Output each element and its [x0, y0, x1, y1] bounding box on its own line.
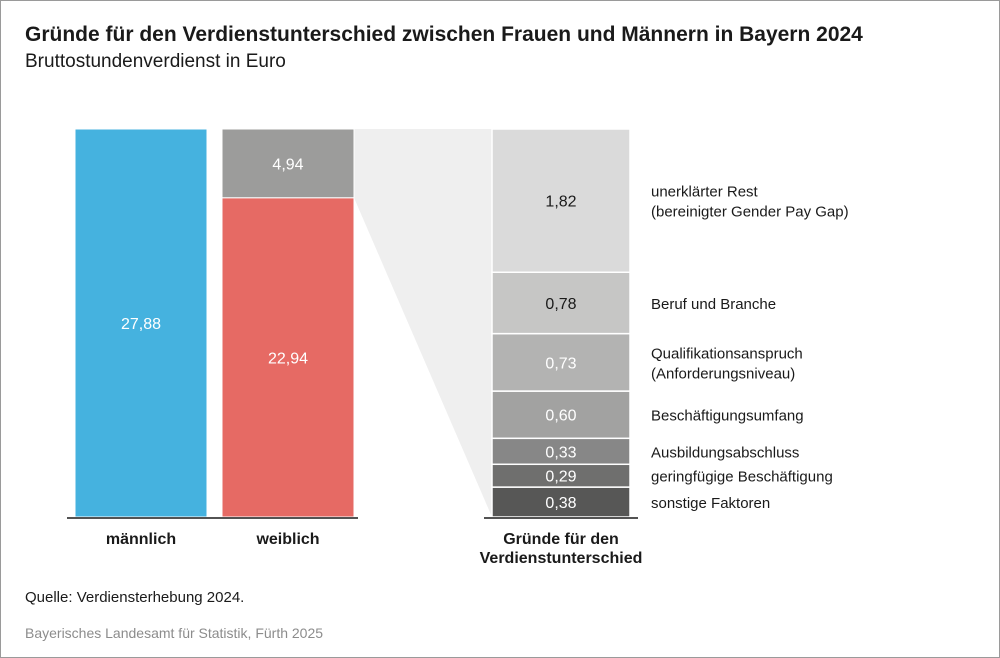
category-label: männlich: [106, 531, 176, 548]
breakdown-factor-label: Ausbildungsabschluss: [651, 444, 799, 461]
category-label: weiblich: [255, 531, 319, 548]
breakdown-value-label: 0,29: [545, 469, 576, 486]
breakdown-segment-5: [491, 271, 631, 335]
source-note: Quelle: Verdiensterhebung 2024.: [25, 589, 245, 606]
breakdown-factor-label: (bereinigter Gender Pay Gap): [651, 204, 849, 221]
breakdown-value-label: 0,33: [545, 444, 576, 461]
breakdown-value-label: 0,73: [545, 355, 576, 372]
breakdown-category-label: Verdienstunterschied: [480, 550, 643, 567]
breakdown-factor-label: Beruf und Branche: [651, 296, 776, 313]
bar-value-label: 4,94: [272, 156, 303, 173]
breakdown-value-label: 1,82: [545, 194, 576, 211]
breakdown-segment-4: [491, 332, 631, 392]
breakdown-factor-label: Qualifikationsanspruch: [651, 345, 803, 362]
breakdown-factor-label: geringfügige Beschäftigung: [651, 469, 833, 486]
publisher-note: Bayerisches Landesamt für Statistik, Für…: [25, 625, 324, 641]
chart-subtitle: Bruttostundenverdienst in Euro: [25, 51, 286, 72]
breakdown-factor-label: (Anforderungsniveau): [651, 365, 795, 382]
breakdown-segment-2: [491, 437, 631, 466]
bar-value-label: 22,94: [268, 350, 308, 367]
breakdown-category-label: Gründe für den: [503, 531, 619, 548]
breakdown-value-label: 0,60: [545, 408, 576, 425]
breakdown-segment-3: [491, 390, 631, 440]
breakdown-segment-6: [491, 128, 631, 273]
bar-segment-1-0: [221, 197, 355, 518]
breakdown-factor-label: unerklärter Rest: [651, 184, 759, 201]
bar-segment-0-0: [74, 128, 208, 518]
breakdown-value-label: 0,78: [545, 296, 576, 313]
connector-shape: [354, 129, 492, 517]
chart-title: Gründe für den Verdienstunterschied zwis…: [25, 23, 863, 46]
breakdown-value-label: 0,38: [545, 495, 576, 512]
bar-segment-1-1: [221, 128, 355, 199]
chart-area: 27,88 männlich 22,94 4,94 weiblich 0,38 sonsti…: [67, 128, 849, 567]
breakdown-factor-label: sonstige Faktoren: [651, 495, 770, 512]
breakdown-factor-label: Beschäftigungsumfang: [651, 408, 804, 425]
bar-value-label: 27,88: [121, 316, 161, 333]
